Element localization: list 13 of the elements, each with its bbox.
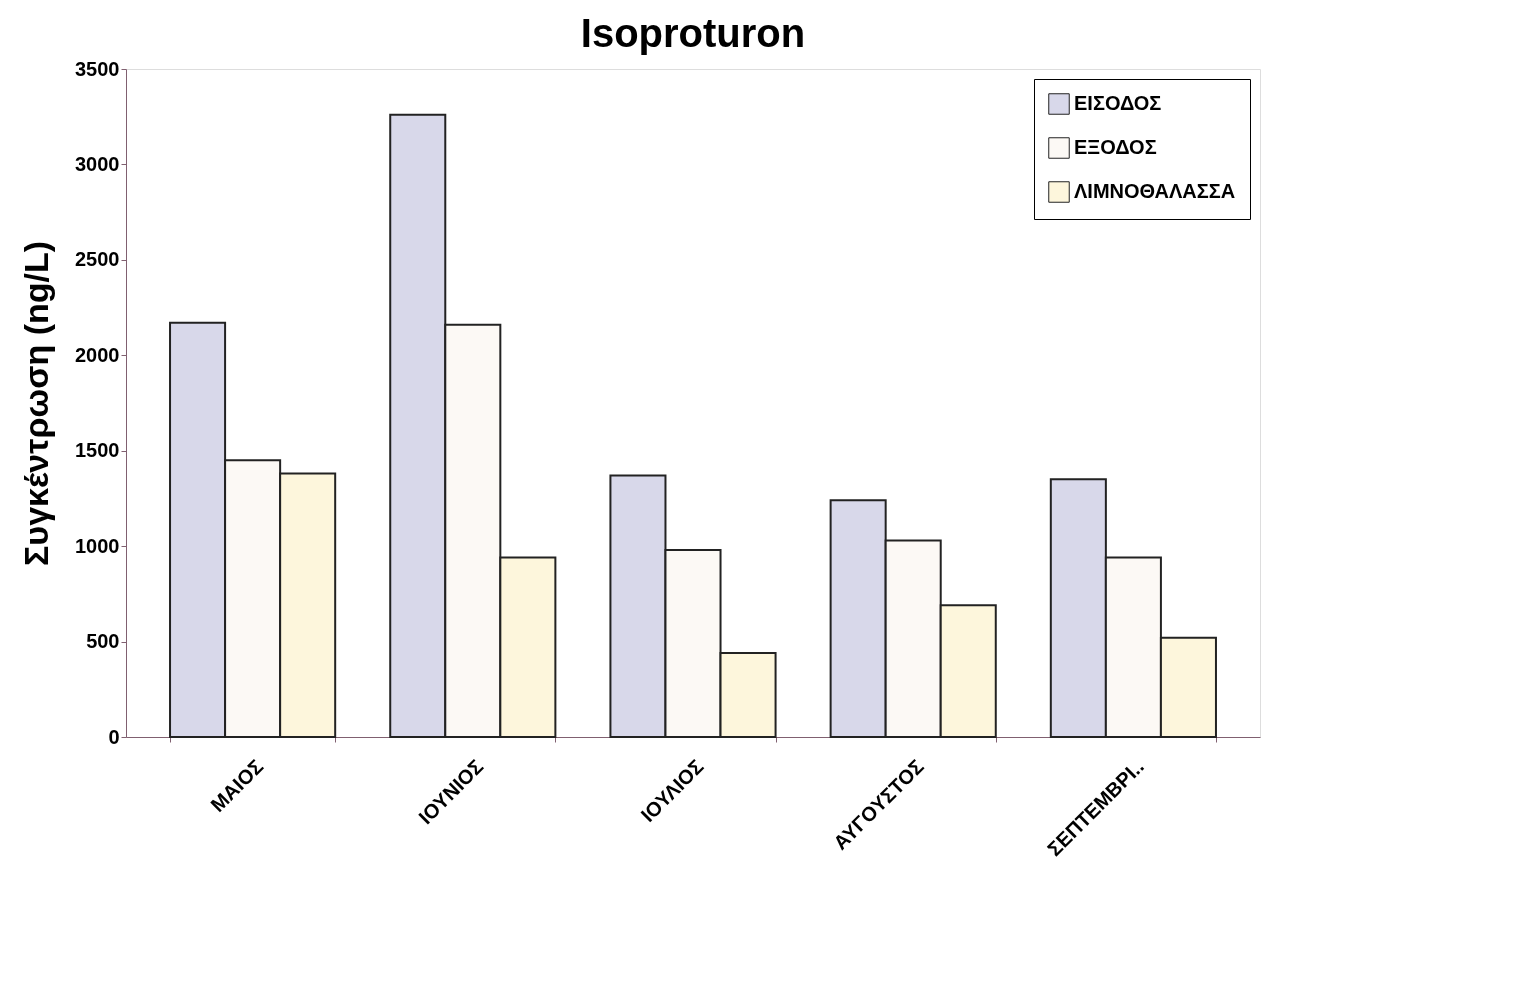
y-axis-title: Συγκέντρωση (ng/L) xyxy=(17,240,56,567)
y-tick-label: 1000 xyxy=(75,534,120,557)
y-tick-label: 500 xyxy=(86,630,120,653)
legend-label: ΕΞΟΔΟΣ xyxy=(1074,136,1157,158)
legend-label: ΕΙΣΟΔΟΣ xyxy=(1074,92,1162,114)
y-tick-label: 2500 xyxy=(75,248,120,271)
chart-title: Isoproturon xyxy=(580,11,806,55)
y-tick-label: 3000 xyxy=(75,152,120,175)
y-tick-label: 0 xyxy=(108,725,120,748)
y-tick-label: 2000 xyxy=(75,343,120,366)
y-tick-label: 1500 xyxy=(75,439,120,462)
legend-label: ΛΙΜΝΟΘΑΛΑΣΣΑ xyxy=(1074,180,1236,202)
y-tick-label: 3500 xyxy=(75,57,120,80)
